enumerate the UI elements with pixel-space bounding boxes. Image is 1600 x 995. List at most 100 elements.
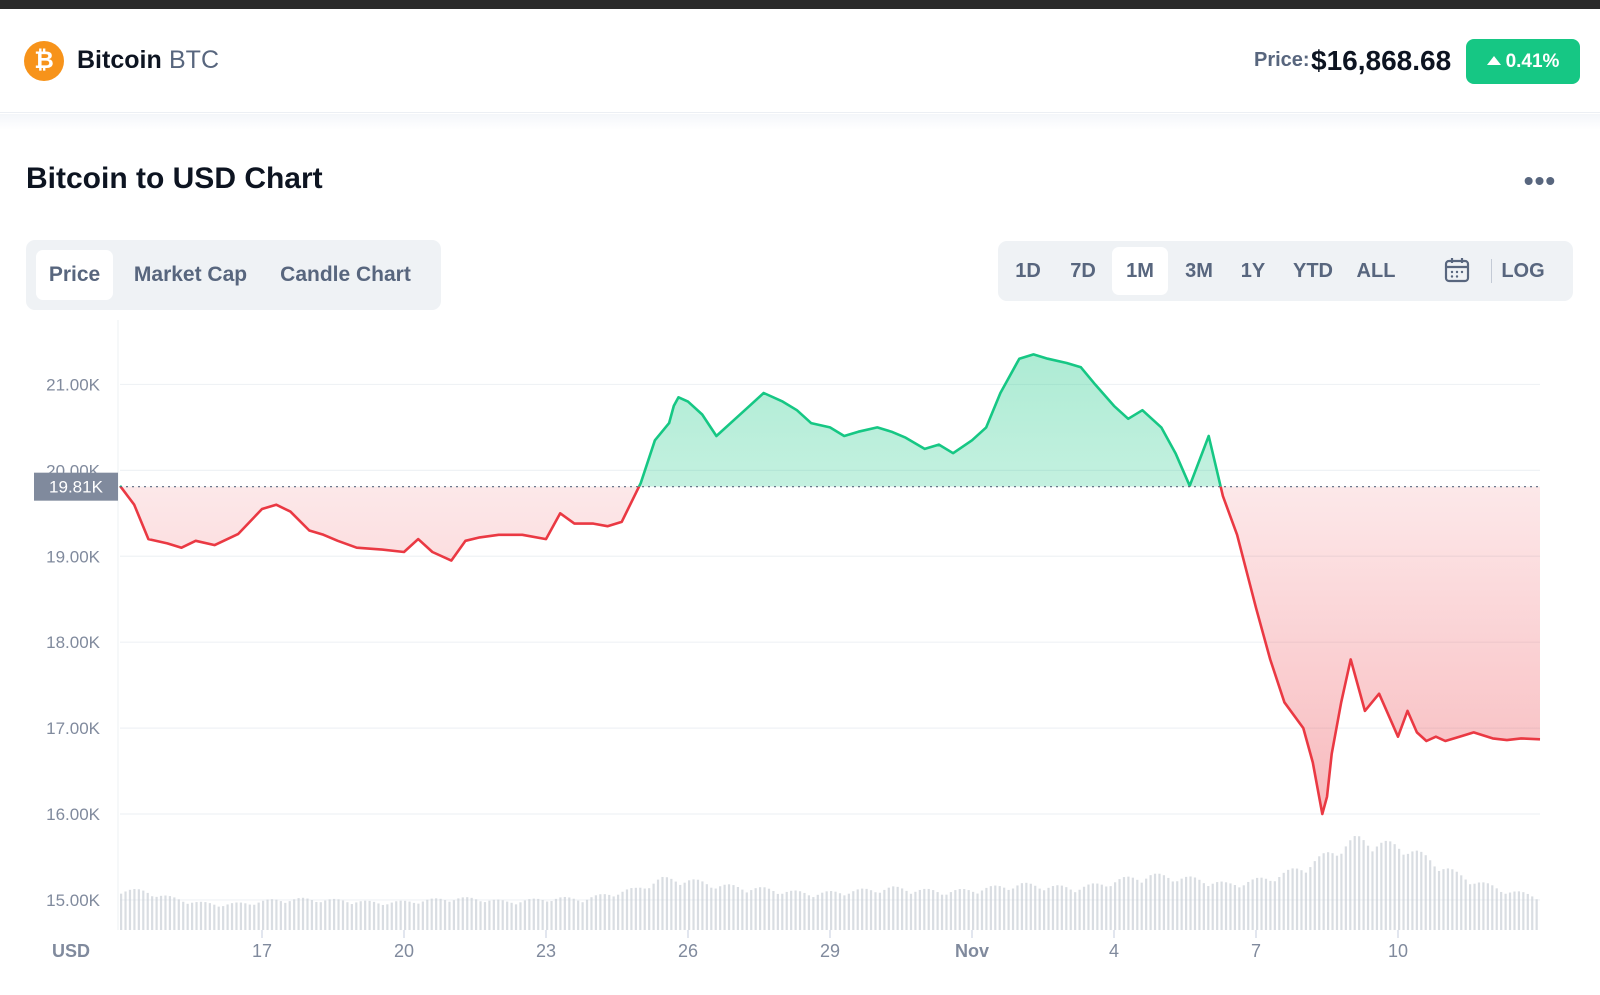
volume-bars: [120, 836, 1538, 930]
volume-bar: [1389, 841, 1392, 930]
y-tick-label: 15.00K: [46, 891, 101, 910]
volume-bar: [1074, 892, 1077, 930]
tab-market-cap[interactable]: Market Cap: [133, 263, 248, 286]
volume-bar: [1358, 836, 1361, 930]
volume-bar: [1016, 885, 1019, 930]
volume-bar: [812, 897, 815, 930]
volume-bar: [705, 884, 708, 930]
volume-bar: [825, 891, 828, 930]
volume-bar: [266, 899, 269, 930]
volume-bar: [887, 887, 890, 930]
volume-bar: [528, 899, 531, 930]
volume-bar: [883, 889, 886, 930]
volume-bar: [124, 891, 127, 930]
volume-bar: [337, 899, 340, 930]
volume-bar: [497, 899, 500, 930]
tab-price[interactable]: Price: [36, 250, 113, 300]
volume-bar: [732, 885, 735, 930]
volume-bar: [222, 906, 225, 930]
tab-candle-chart[interactable]: Candle Chart: [280, 263, 411, 286]
volume-bar: [1256, 877, 1259, 930]
range-1d[interactable]: 1D: [1015, 260, 1041, 282]
volume-bar: [794, 890, 797, 930]
volume-bar: [1380, 842, 1383, 930]
volume-bar: [372, 901, 376, 930]
volume-bar: [745, 892, 748, 930]
volume-bar: [772, 891, 775, 930]
volume-bar: [1007, 889, 1010, 930]
volume-bar: [293, 899, 296, 930]
bitcoin-logo-icon: ₿: [24, 41, 64, 81]
range-ytd[interactable]: YTD: [1293, 260, 1333, 282]
range-3m[interactable]: 3M: [1185, 260, 1213, 282]
volume-bar: [670, 878, 673, 930]
volume-bar: [1278, 877, 1281, 930]
volume-bar: [985, 887, 988, 930]
calendar-icon[interactable]: [1444, 257, 1470, 283]
price-chart[interactable]: 15.00K16.00K17.00K18.00K19.00K20.00K21.0…: [0, 320, 1600, 995]
volume-bar: [288, 901, 291, 930]
volume-bar: [1260, 877, 1263, 930]
volume-bar: [612, 896, 615, 930]
volume-bar: [701, 881, 704, 930]
range-7d[interactable]: 7D: [1070, 260, 1096, 282]
volume-bar: [847, 893, 850, 930]
range-1y[interactable]: 1Y: [1240, 260, 1266, 282]
volume-bar: [1300, 870, 1303, 930]
range-1m[interactable]: 1M: [1112, 247, 1168, 295]
time-range-selector: 1D 7D 1M 3M 1Y YTD ALL LOG: [998, 241, 1573, 301]
volume-bar: [1473, 883, 1476, 930]
volume-bar: [643, 888, 646, 930]
log-scale-toggle[interactable]: LOG: [1501, 260, 1545, 282]
volume-bar: [980, 890, 984, 930]
volume-bar: [901, 888, 904, 930]
volume-bar: [625, 889, 629, 930]
volume-bar: [452, 900, 456, 930]
volume-bar: [1167, 877, 1170, 930]
volume-bar: [377, 903, 380, 930]
volume-bar: [568, 897, 571, 930]
volume-bar: [590, 897, 593, 930]
volume-bar: [461, 897, 464, 930]
series-line-down: [119, 486, 1541, 816]
volume-bar: [1455, 871, 1458, 930]
volume-bar: [168, 896, 172, 930]
volume-bar: [639, 887, 642, 930]
volume-bar: [1069, 889, 1072, 930]
volume-bar: [341, 900, 345, 930]
volume-bar: [1349, 840, 1352, 930]
volume-bar: [1047, 887, 1050, 930]
volume-bar: [546, 901, 549, 930]
volume-bar: [137, 889, 140, 930]
x-tick-label: 17: [252, 941, 272, 961]
volume-bar: [1460, 875, 1463, 930]
volume-bar: [182, 901, 185, 930]
volume-bar: [1344, 846, 1347, 930]
chart-title: Bitcoin to USD Chart: [26, 162, 323, 195]
volume-bar: [475, 899, 478, 930]
volume-bar: [226, 904, 229, 930]
volume-bar: [483, 902, 487, 930]
volume-bar: [1051, 886, 1055, 930]
volume-bar: [310, 900, 314, 930]
volume-bar: [350, 904, 353, 930]
volume-bar: [603, 894, 606, 930]
volume-bar: [1229, 883, 1232, 930]
volume-bar: [1291, 868, 1294, 930]
volume-bar: [443, 900, 447, 930]
y-tick-label: 19.00K: [46, 547, 101, 566]
volume-bar: [741, 889, 744, 930]
more-options-button[interactable]: •••: [1523, 165, 1557, 196]
range-all[interactable]: ALL: [1356, 260, 1396, 282]
volume-bar: [399, 900, 402, 930]
volume-bar: [932, 890, 935, 930]
volume-bar: [816, 894, 819, 930]
coin-name: Bitcoin: [77, 46, 162, 74]
price-change-badge: 0.41%: [1466, 39, 1580, 84]
volume-bar: [532, 898, 535, 930]
volume-bar: [1508, 892, 1512, 930]
volume-bar: [1491, 885, 1494, 930]
volume-bar: [1056, 885, 1059, 930]
volume-bar: [1060, 885, 1063, 930]
volume-bar: [1393, 844, 1396, 930]
